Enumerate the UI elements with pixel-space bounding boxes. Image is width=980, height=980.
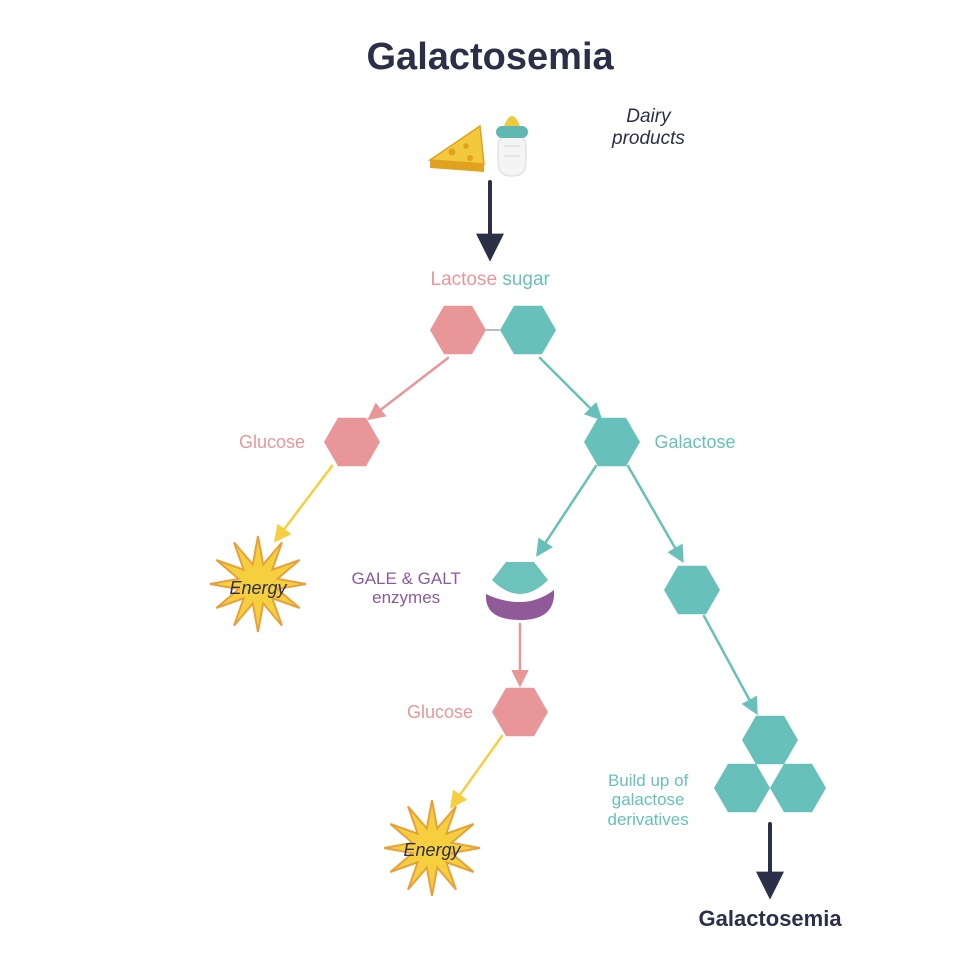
label-buildup: Build up of galactose derivatives xyxy=(608,771,689,830)
arrow-glucose2-to-energy2 xyxy=(452,736,502,806)
label-energy-lower: Energy xyxy=(404,840,461,861)
hexagon-lactose-left xyxy=(430,306,486,354)
arrow-lacL-to-glucose1 xyxy=(370,358,448,418)
label-glucose-lower: Glucose xyxy=(407,702,473,723)
label-energy-upper: Energy xyxy=(230,578,287,599)
page-title: Galactosemia xyxy=(367,36,614,80)
label-galactosemia: Galactosemia xyxy=(699,906,842,931)
arrow-gal-to-enzyme xyxy=(538,466,596,554)
arrow-branchR-to-cluster xyxy=(704,616,756,712)
label-dairy-products: Dairy products xyxy=(612,106,685,150)
arrow-lacR-to-galactose xyxy=(540,358,600,418)
dairy-products-icon xyxy=(430,116,528,176)
hexagon-cluster-c xyxy=(770,764,826,812)
enzyme-icon xyxy=(486,562,554,620)
label-enzymes: GALE & GALT enzymes xyxy=(352,569,461,608)
hexagon-cluster-b xyxy=(714,764,770,812)
label-lactose-sugar: Lactose sugar xyxy=(431,269,550,291)
label-galactose: Galactose xyxy=(655,432,736,453)
arrow-glucose1-to-energy1 xyxy=(276,466,332,540)
hexagon-cluster-a xyxy=(742,716,798,764)
hexagon-lactose-right xyxy=(500,306,556,354)
arrow-gal-to-branchR xyxy=(628,466,682,560)
hexagon-glucose-1 xyxy=(324,418,380,466)
hexagon-galactose-1 xyxy=(584,418,640,466)
hexagon-glucose-2 xyxy=(492,688,548,736)
diagram-canvas xyxy=(0,0,980,980)
hexagon-gal-branch-r xyxy=(664,566,720,614)
label-glucose-upper: Glucose xyxy=(239,432,305,453)
diagram-stage: Galactosemia Dairy products Lactose suga… xyxy=(0,0,980,980)
